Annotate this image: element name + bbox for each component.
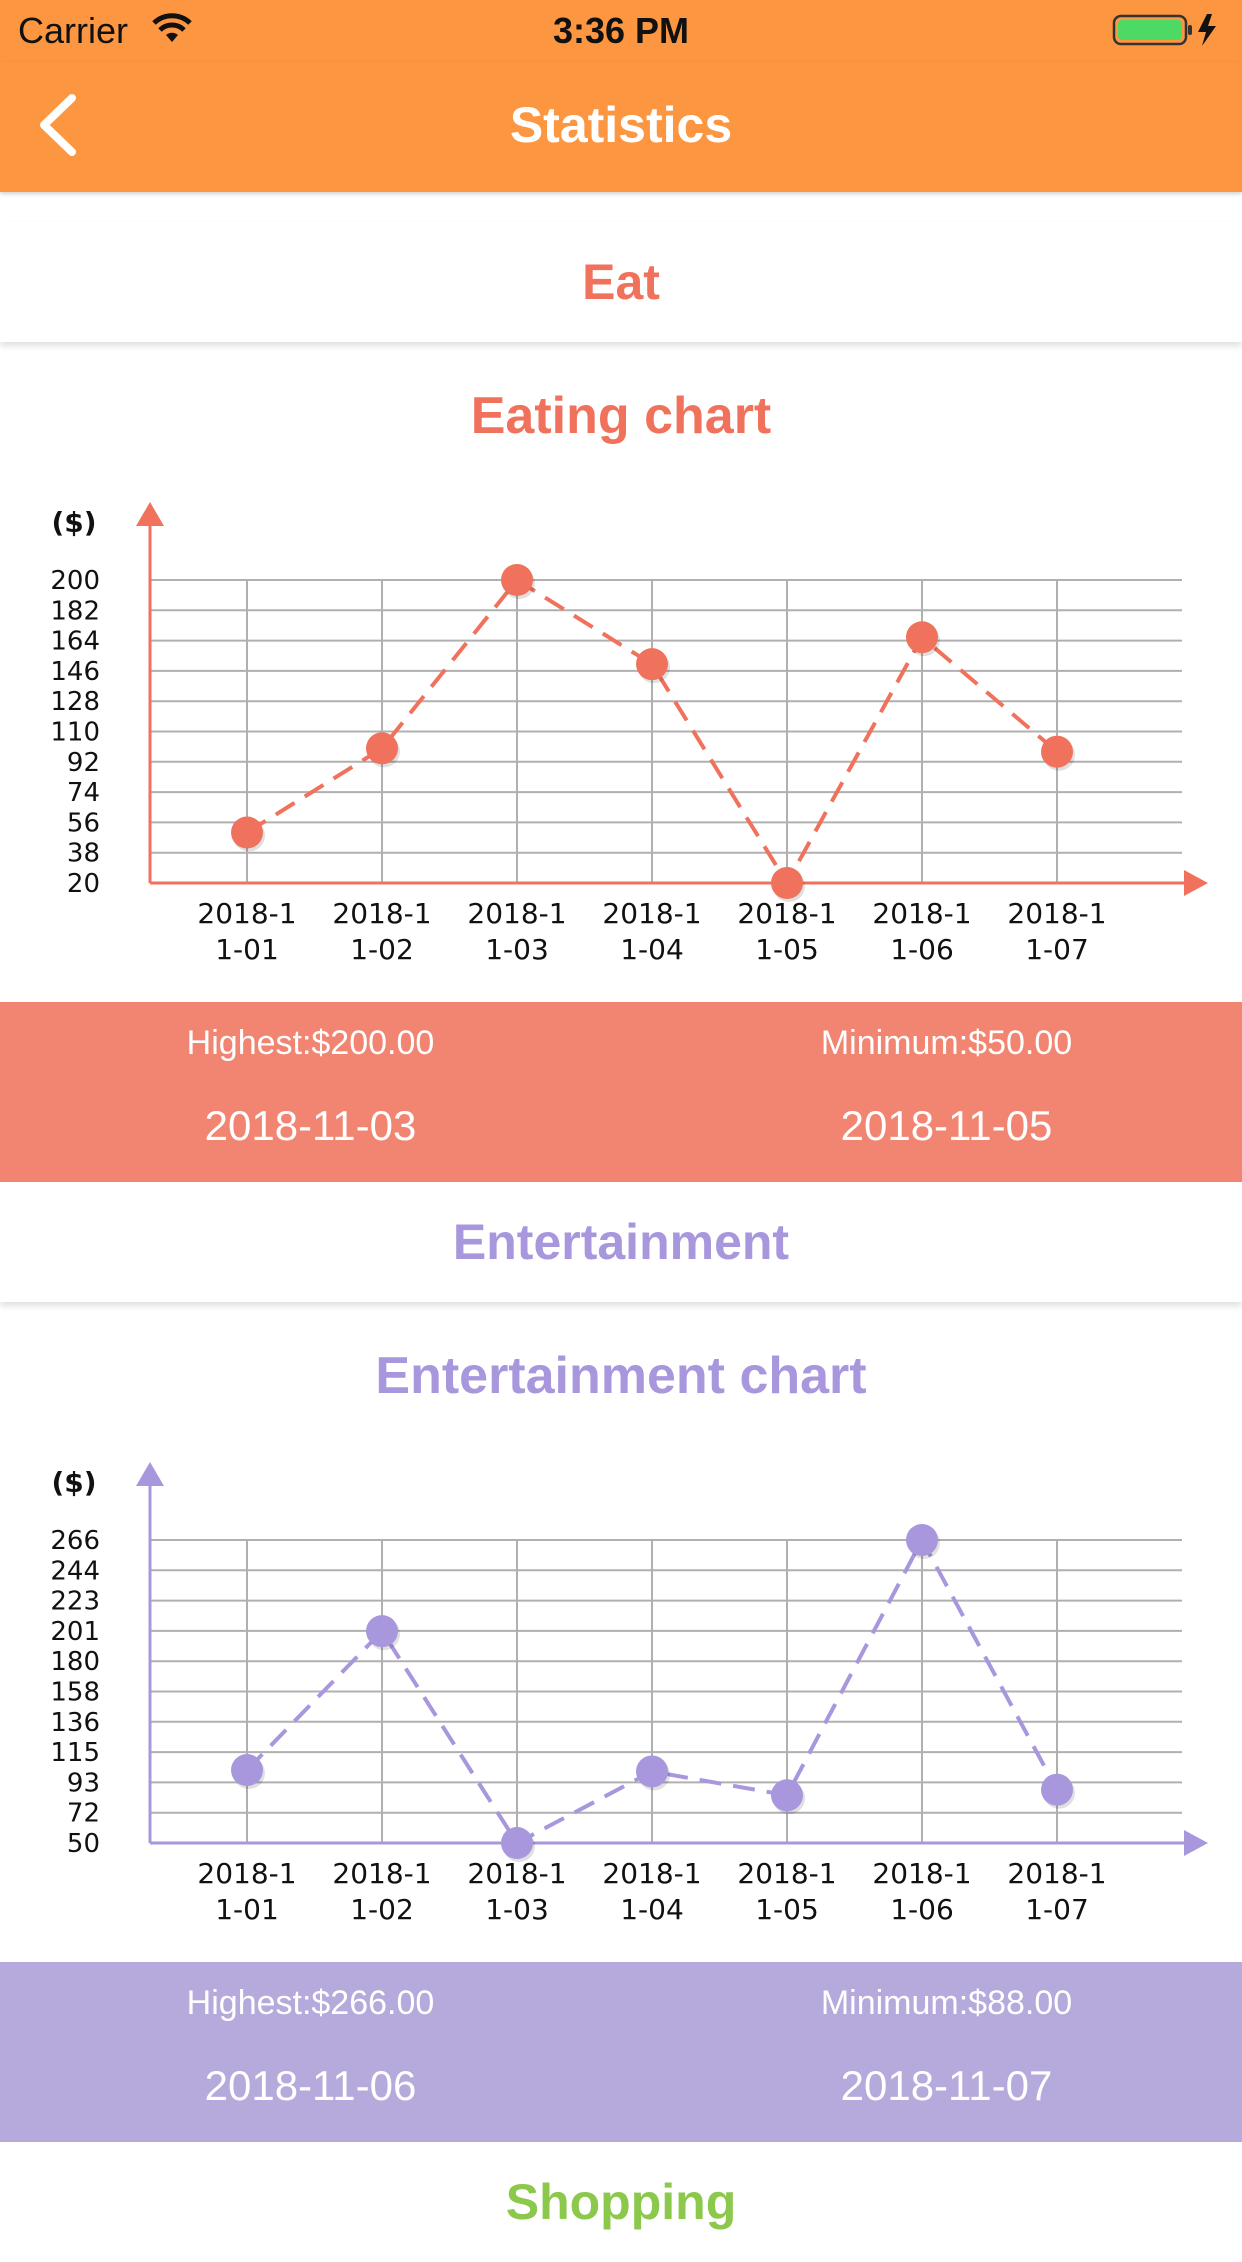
- x-tick-label: 1-02: [350, 933, 414, 966]
- x-tick-label: 1-02: [350, 1893, 414, 1926]
- carrier-label: Carrier: [18, 10, 129, 51]
- y-tick-label: 115: [50, 1738, 100, 1768]
- y-tick-label: 266: [50, 1526, 100, 1556]
- y-tick-label: 136: [50, 1708, 100, 1738]
- y-tick-label: 158: [50, 1678, 100, 1708]
- x-tick-label: 2018-1: [872, 897, 971, 930]
- y-tick-label: 200: [50, 566, 100, 596]
- x-tick-label: 2018-1: [872, 1857, 971, 1890]
- x-tick-label: 2018-1: [467, 897, 566, 930]
- y-tick-label: 244: [50, 1556, 100, 1586]
- status-bar: Carrier 3:36 PM: [0, 0, 1242, 62]
- chart-title: Eating chart: [470, 387, 772, 445]
- y-tick-label: 164: [50, 627, 100, 657]
- section-header-shopping[interactable]: Shopping: [0, 2142, 1242, 2262]
- nav-bar: Statistics: [0, 62, 1242, 192]
- y-tick-label: 128: [50, 687, 100, 717]
- x-tick-label: 2018-1: [602, 897, 701, 930]
- x-tick-label: 1-03: [485, 1893, 549, 1926]
- data-point: [366, 732, 398, 765]
- y-axis-arrow: [136, 502, 164, 526]
- status-time: 3:36 PM: [552, 10, 690, 51]
- x-axis-arrow: [1184, 870, 1208, 896]
- y-axis-arrow: [136, 1462, 164, 1486]
- highest-label: Highest:$266.00: [186, 1984, 435, 2022]
- y-unit-label: ($): [51, 506, 96, 539]
- data-point: [771, 1779, 803, 1812]
- y-tick-label: 72: [67, 1799, 100, 1829]
- x-tick-label: 2018-1: [1007, 897, 1106, 930]
- y-unit-label: ($): [51, 1466, 96, 1499]
- data-point: [501, 564, 533, 596]
- y-tick-label: 201: [50, 1617, 100, 1647]
- section-header-label: Shopping: [505, 2174, 737, 2230]
- eating-line-chart: 2001821641461281109274563820($)2018-11-0…: [50, 502, 1208, 966]
- y-tick-label: 146: [50, 657, 100, 687]
- y-tick-label: 93: [67, 1768, 100, 1798]
- y-tick-label: 92: [67, 748, 100, 778]
- y-tick-label: 50: [67, 1829, 100, 1859]
- wifi-icon: [152, 13, 192, 42]
- x-tick-label: 1-05: [755, 1893, 819, 1926]
- x-tick-label: 1-04: [620, 933, 684, 966]
- y-tick-label: 180: [50, 1647, 100, 1677]
- data-point: [771, 867, 803, 899]
- back-chevron-icon[interactable]: [30, 90, 90, 160]
- entertainment-summary-band: Highest:$266.00 2018-11-06 Minimum:$88.0…: [0, 1962, 1242, 2142]
- x-axis-arrow: [1184, 1830, 1208, 1856]
- page-title: Statistics: [509, 97, 733, 153]
- battery-icon: [1112, 14, 1216, 46]
- minimum-label: Minimum:$50.00: [820, 1024, 1073, 1062]
- x-tick-label: 2018-1: [332, 1857, 431, 1890]
- data-point: [636, 1755, 668, 1788]
- x-tick-label: 1-04: [620, 1893, 684, 1926]
- data-point: [906, 621, 938, 654]
- chart-title: Entertainment chart: [375, 1347, 867, 1405]
- entertainment-line-chart: 266244223201180158136115937250($)2018-11…: [50, 1462, 1208, 1926]
- data-point: [1041, 1773, 1073, 1806]
- highest-label: Highest:$200.00: [186, 1024, 435, 1062]
- y-tick-label: 38: [67, 839, 100, 869]
- x-tick-label: 2018-1: [737, 897, 836, 930]
- x-tick-label: 2018-1: [602, 1857, 701, 1890]
- x-tick-label: 1-05: [755, 933, 819, 966]
- y-tick-label: 56: [67, 808, 100, 838]
- minimum-date: 2018-11-05: [840, 1102, 1053, 1149]
- y-tick-label: 182: [50, 596, 100, 626]
- minimum-date: 2018-11-07: [840, 2062, 1053, 2109]
- section-header-label: Entertainment: [452, 1214, 790, 1270]
- x-tick-label: 1-06: [890, 933, 954, 966]
- x-tick-label: 1-01: [215, 1893, 279, 1926]
- x-tick-label: 2018-1: [737, 1857, 836, 1890]
- x-tick-label: 1-07: [1025, 933, 1089, 966]
- data-point: [231, 1754, 263, 1787]
- section-header-entertainment[interactable]: Entertainment: [0, 1182, 1242, 1302]
- data-point: [501, 1827, 533, 1859]
- minimum-label: Minimum:$88.00: [820, 1984, 1073, 2022]
- section-header-eat[interactable]: Eat: [0, 222, 1242, 342]
- x-tick-label: 2018-1: [197, 897, 296, 930]
- data-point: [366, 1615, 398, 1648]
- data-point: [906, 1524, 938, 1556]
- data-point: [231, 816, 263, 849]
- x-tick-label: 2018-1: [332, 897, 431, 930]
- y-tick-label: 20: [67, 869, 100, 899]
- section-header-label: Eat: [582, 254, 660, 310]
- y-tick-label: 223: [50, 1587, 100, 1617]
- data-point: [1041, 735, 1073, 768]
- x-tick-label: 1-03: [485, 933, 549, 966]
- x-tick-label: 2018-1: [1007, 1857, 1106, 1890]
- x-tick-label: 1-01: [215, 933, 279, 966]
- eat-summary-band: Highest:$200.00 2018-11-03 Minimum:$50.0…: [0, 1002, 1242, 1182]
- y-tick-label: 74: [67, 778, 100, 808]
- highest-date: 2018-11-03: [204, 1102, 417, 1149]
- x-tick-label: 2018-1: [197, 1857, 296, 1890]
- data-point: [636, 648, 668, 681]
- y-tick-label: 110: [50, 718, 100, 748]
- highest-date: 2018-11-06: [204, 2062, 417, 2109]
- x-tick-label: 1-06: [890, 1893, 954, 1926]
- x-tick-label: 1-07: [1025, 1893, 1089, 1926]
- x-tick-label: 2018-1: [467, 1857, 566, 1890]
